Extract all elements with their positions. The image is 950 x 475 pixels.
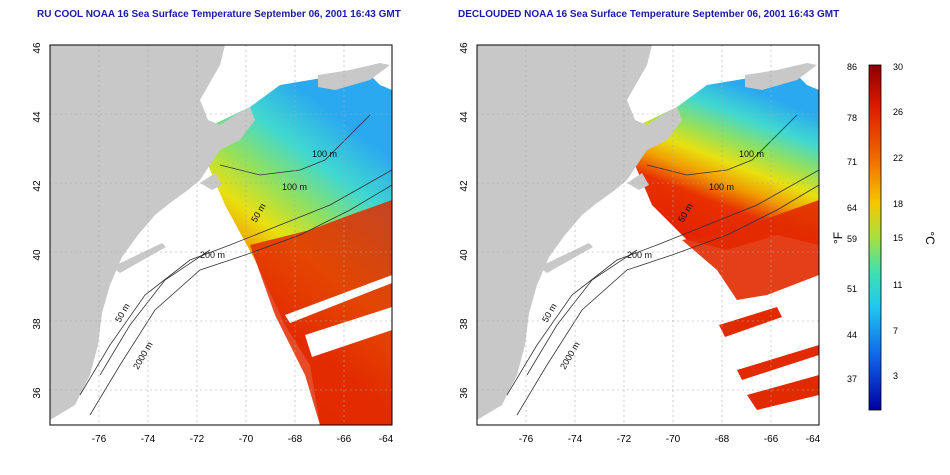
lat-axis-left: 46 44 42 40 38 36	[32, 42, 43, 399]
colorbar-c-tick: 30	[893, 62, 903, 72]
lat-tick-right: 42	[459, 180, 470, 192]
colorbar-gradient	[868, 64, 882, 411]
sst-patch-right-3	[747, 375, 819, 410]
colorbar-f-tick: 59	[847, 234, 857, 244]
sst-warm-zone-right	[682, 200, 819, 300]
sst-warm-zone-left	[250, 200, 392, 425]
sst-patch-right-1	[719, 307, 782, 337]
lat-tick-left: 46	[32, 42, 43, 54]
lat-tick-left: 36	[32, 387, 43, 399]
colorbar-c-tick: 7	[893, 326, 898, 336]
lon-tick-right: -74	[568, 434, 583, 445]
colorbar-f-tick: 71	[847, 157, 857, 167]
lon-tick-left: -68	[288, 434, 303, 445]
lon-tick-right: -66	[764, 434, 779, 445]
colorbar-f-tick: 64	[847, 203, 857, 213]
lon-axis-right: -76 -74 -72 -70 -68 -66 -64	[519, 434, 821, 445]
contour-2000m-left	[89, 184, 393, 416]
graticule-right	[477, 45, 819, 425]
contour-100m-left	[219, 114, 371, 176]
lat-tick-left: 40	[32, 249, 43, 261]
contour-2000m-right	[516, 184, 820, 416]
lat-tick-right: 40	[459, 249, 470, 261]
swath-gap-left	[285, 275, 392, 323]
lon-tick-right: -70	[666, 434, 681, 445]
lon-tick-left: -66	[337, 434, 352, 445]
colorbar-c-tick: 18	[893, 199, 903, 209]
contour-label-100m-right-2: 100 m	[709, 182, 734, 192]
sst-field-right	[635, 73, 819, 250]
map-title-left: RU COOL NOAA 16 Sea Surface Temperature …	[37, 9, 401, 20]
lat-tick-left: 38	[32, 318, 43, 330]
lat-tick-right: 46	[459, 42, 470, 54]
colorbar-c-tick: 3	[893, 371, 898, 381]
contour-50m-left	[99, 249, 211, 376]
lon-axis-left: -76 -74 -72 -70 -68 -66 -64	[92, 434, 394, 445]
contour-200m-right	[506, 169, 820, 396]
contour-50m-right	[526, 249, 638, 376]
lon-tick-left: -74	[141, 434, 156, 445]
lon-tick-left: -72	[190, 434, 205, 445]
map-panel-right: 100 m 100 m 50 m 200 m 50 m 2000 m	[476, 44, 820, 426]
colorbar-c-tick: 26	[893, 107, 903, 117]
sst-patch-right-2	[737, 345, 819, 380]
lon-tick-right: -72	[617, 434, 632, 445]
lat-axis-right: 46 44 42 40 38 36	[459, 42, 470, 399]
colorbar-f-tick: 78	[847, 113, 857, 123]
lon-tick-right: -68	[715, 434, 730, 445]
contour-100m-right	[646, 114, 798, 176]
lat-tick-right: 36	[459, 387, 470, 399]
lon-tick-left: -76	[92, 434, 107, 445]
contour-label-100m-right-1: 100 m	[739, 149, 764, 159]
colorbar-f-tick: 86	[847, 62, 857, 72]
contour-label-100m-left-1: 100 m	[312, 149, 337, 159]
colorbar-c-tick: 15	[893, 233, 903, 243]
lat-tick-right: 44	[459, 111, 470, 123]
colorbar-f-tick: 37	[847, 374, 857, 384]
map-title-right: DECLOUDED NOAA 16 Sea Surface Temperatur…	[458, 9, 840, 20]
contour-200m-left	[79, 169, 393, 396]
contour-label-200m-left: 200 m	[200, 250, 225, 260]
colorbar-f-label: °F	[831, 232, 845, 244]
swath-gap-left-2	[305, 307, 392, 357]
lat-tick-left: 44	[32, 111, 43, 123]
contour-label-100m-left-2: 100 m	[282, 182, 307, 192]
lon-tick-left: -64	[379, 434, 394, 445]
lon-tick-left: -70	[239, 434, 254, 445]
lat-tick-right: 38	[459, 318, 470, 330]
map-panel-left: 100 m 100 m 50 m 200 m 50 m 2000 m	[49, 44, 393, 426]
graticule-left	[50, 45, 392, 425]
colorbar: 86 78 71 64 59 51 44 37 30 26 22 18 15 1…	[831, 62, 937, 411]
lon-tick-right: -76	[519, 434, 534, 445]
contour-label-200m-right: 200 m	[627, 250, 652, 260]
colorbar-f-tick: 44	[847, 330, 857, 340]
colorbar-c-tick: 22	[893, 153, 903, 163]
colorbar-c-label: °C	[923, 231, 937, 245]
lon-tick-right: -64	[806, 434, 821, 445]
lat-tick-left: 42	[32, 180, 43, 192]
colorbar-f-tick: 51	[847, 284, 857, 294]
colorbar-c-tick: 11	[893, 280, 902, 290]
